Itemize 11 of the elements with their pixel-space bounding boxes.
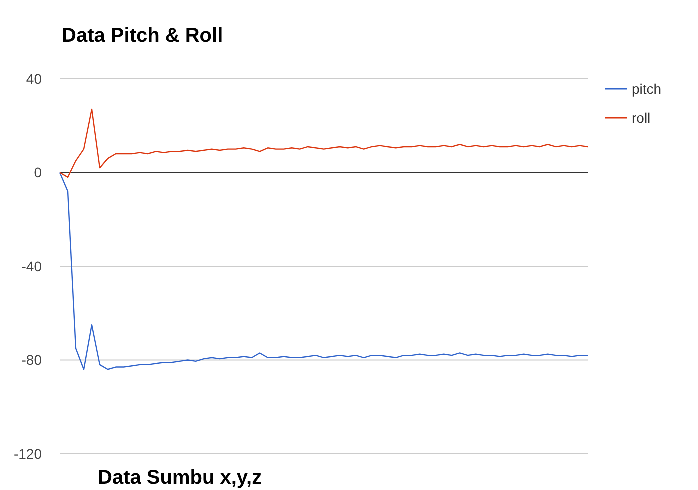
legend-label: roll [632,110,651,126]
y-tick-label: 40 [26,70,42,87]
y-tick-label: -80 [22,352,42,368]
text: Data Sumbu x,y,z [98,467,262,489]
y-tick-label: -120 [14,446,42,462]
y-tick-label: -40 [22,258,42,274]
chart-title: Data Pitch & Roll [62,25,224,47]
line-series [59,172,589,370]
y-tick-label: 0 [34,164,42,181]
legend-label: pitch [632,80,662,97]
line-series [59,108,589,178]
